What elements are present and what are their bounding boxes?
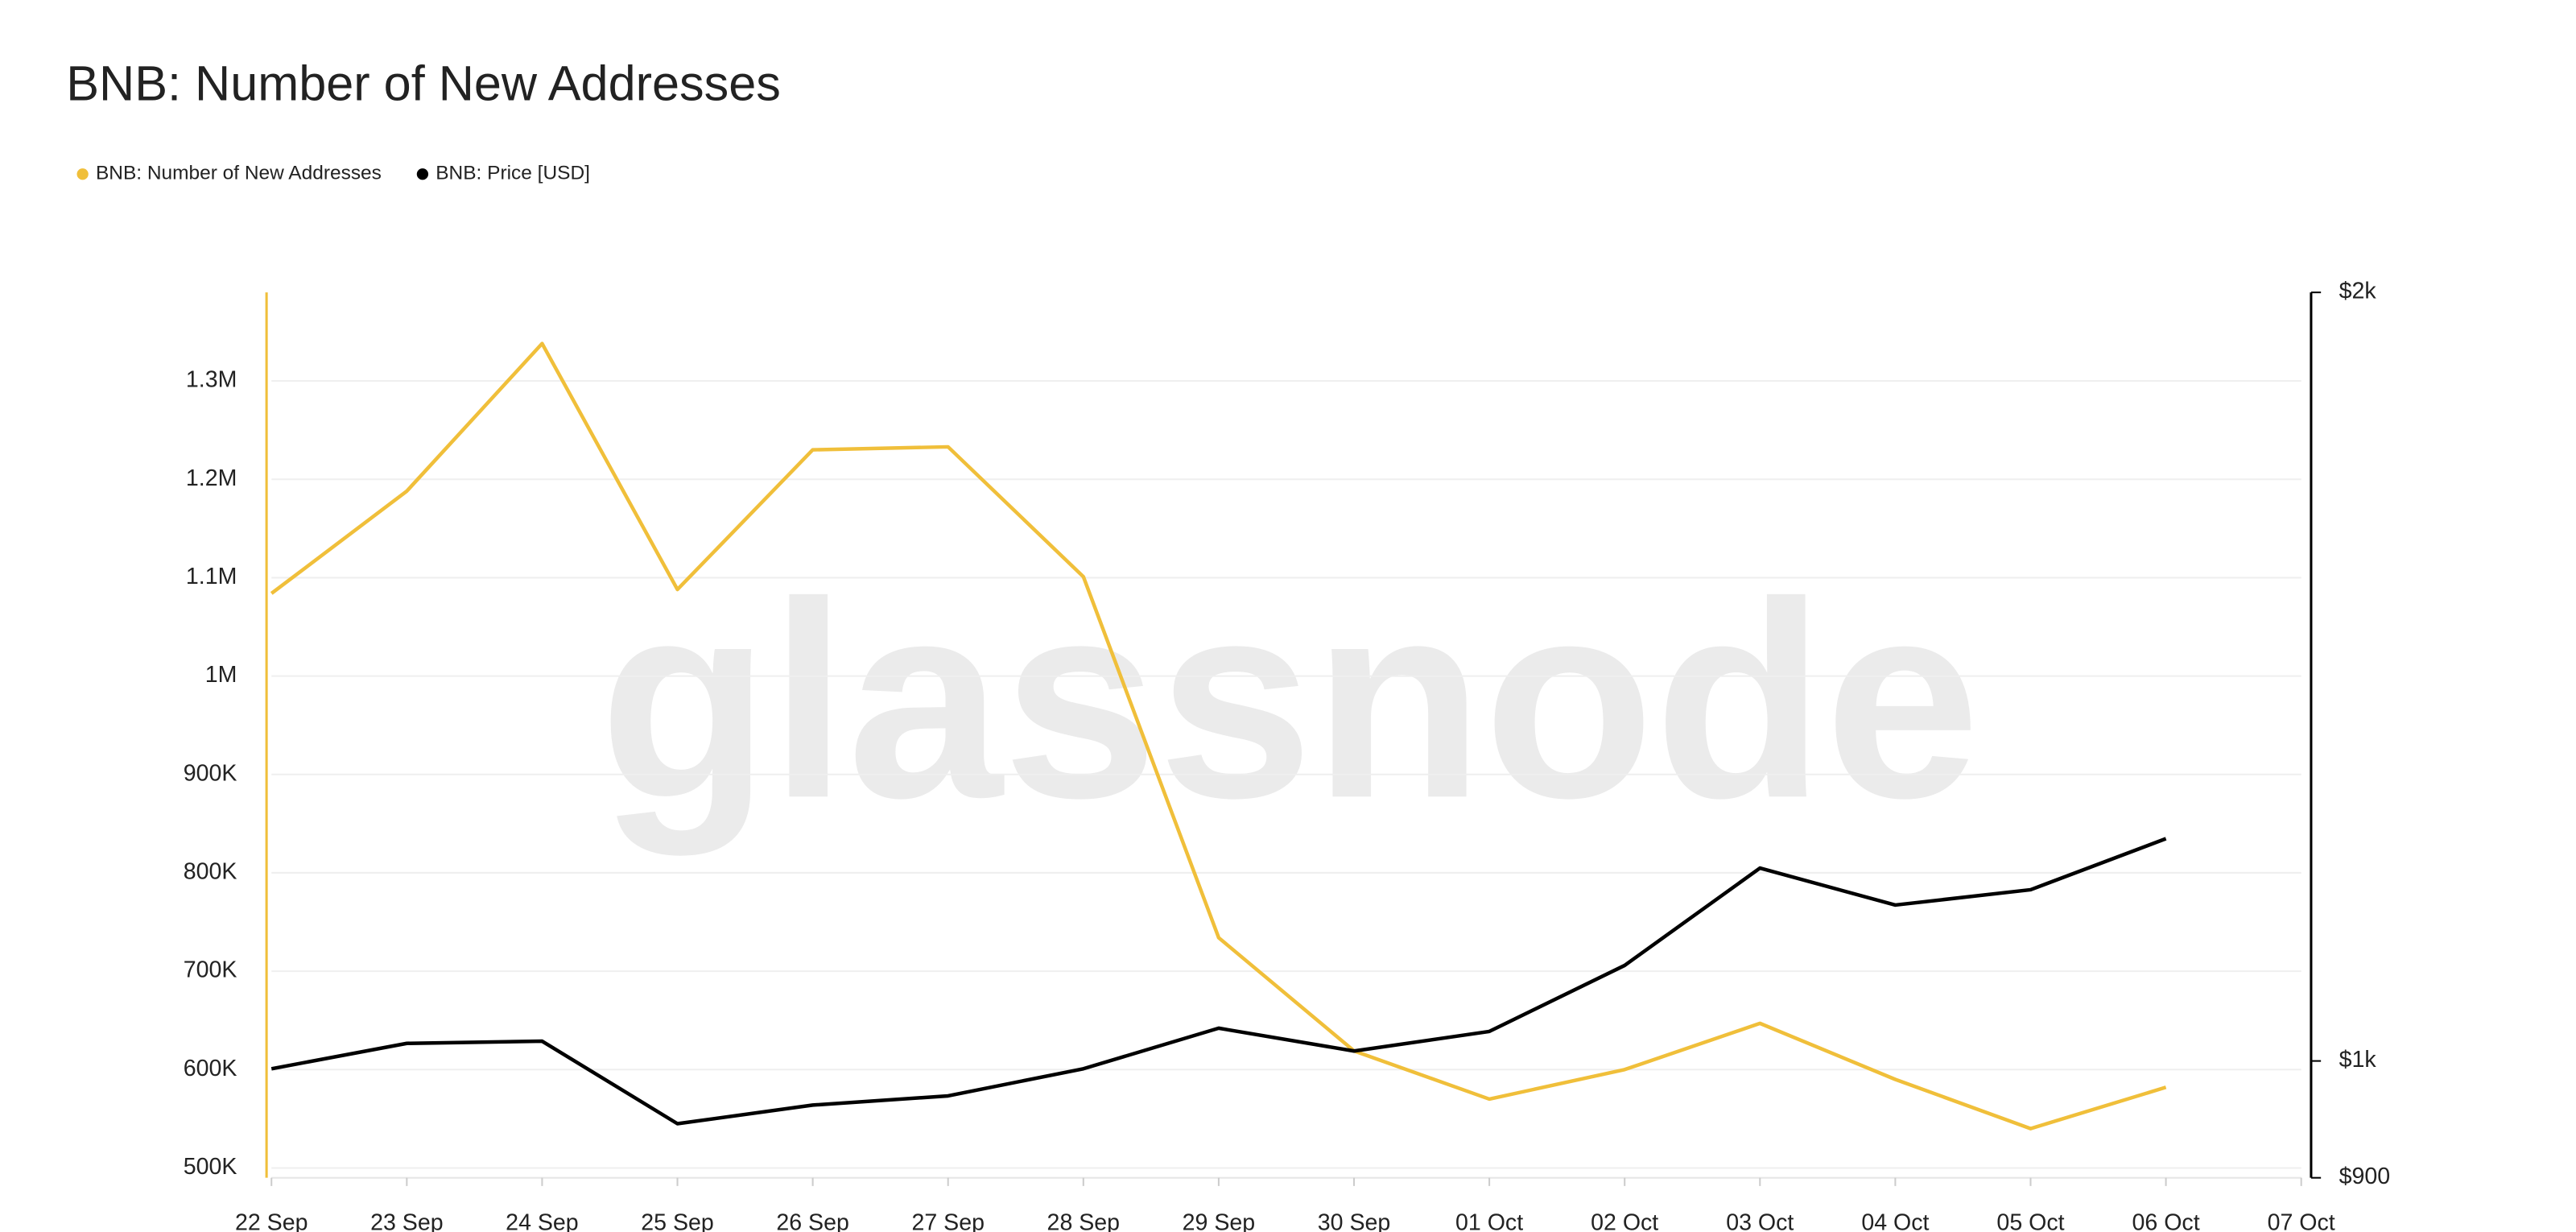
x-tick-label: 29 Sep: [1183, 1209, 1255, 1232]
y-tick-label: 1M: [205, 662, 237, 688]
x-tick-label: 23 Sep: [370, 1209, 443, 1232]
series-line: [270, 341, 2167, 1131]
legend-label: BNB: Price [USD]: [436, 163, 590, 184]
legend-swatch: [416, 168, 429, 180]
y-tick-label: 800K: [184, 858, 237, 884]
watermark: glassnode: [599, 544, 1979, 858]
y-tick-label: 900K: [184, 760, 237, 786]
x-tick-label: 24 Sep: [506, 1209, 578, 1232]
y2-tick-label: $2k: [2339, 279, 2377, 304]
x-tick-label: 26 Sep: [776, 1209, 848, 1232]
y-tick-label: 500K: [184, 1154, 237, 1180]
y-tick-label: 1.2M: [186, 465, 237, 491]
legend-label: BNB: Number of New Addresses: [96, 163, 382, 184]
x-tick-label: 02 Oct: [1591, 1209, 1658, 1232]
x-tick-label: 22 Sep: [235, 1209, 308, 1232]
legend-swatch: [76, 168, 89, 180]
x-tick-label: 01 Oct: [1455, 1209, 1523, 1232]
series-line: [270, 837, 2167, 1126]
y2-tick-label: $900: [2339, 1164, 2391, 1189]
x-tick-label: 06 Oct: [2132, 1209, 2200, 1232]
x-tick-label: 25 Sep: [641, 1209, 713, 1232]
x-tick-label: 27 Sep: [911, 1209, 984, 1232]
y-tick-label: 700K: [184, 957, 237, 983]
y-tick-label: 1.3M: [186, 367, 237, 393]
x-tick-label: 30 Sep: [1318, 1209, 1390, 1232]
x-tick-label: 03 Oct: [1726, 1209, 1794, 1232]
x-tick-label: 28 Sep: [1047, 1209, 1120, 1232]
y-tick-label: 600K: [184, 1056, 237, 1081]
x-tick-label: 07 Oct: [2268, 1209, 2335, 1232]
y2-tick-label: $1k: [2339, 1047, 2377, 1073]
chart-title: BNB: Number of New Addresses: [66, 56, 781, 110]
x-tick-label: 05 Oct: [1996, 1209, 2064, 1232]
y-tick-label: 1.1M: [186, 564, 237, 589]
x-tick-label: 04 Oct: [1861, 1209, 1929, 1232]
